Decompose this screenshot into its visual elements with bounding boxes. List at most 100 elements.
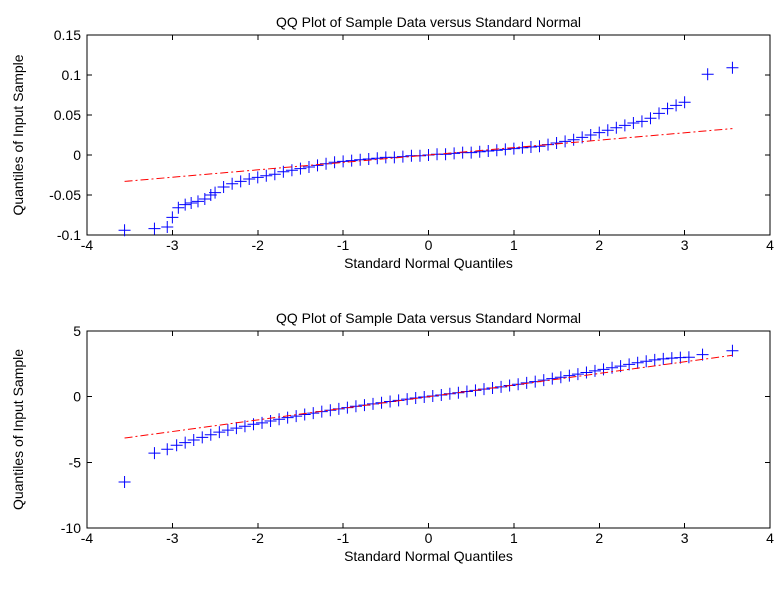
data-point: [726, 61, 739, 74]
data-point: [179, 436, 192, 449]
data-point: [465, 146, 478, 159]
data-point: [260, 169, 273, 182]
data-point: [349, 400, 362, 413]
x-tick-label: 1: [510, 237, 518, 253]
x-tick-label: -1: [337, 237, 350, 253]
data-point: [665, 352, 678, 365]
data-point: [281, 411, 294, 424]
data-point: [217, 181, 230, 193]
data-point: [443, 387, 456, 400]
y-tick-label: 0.15: [54, 27, 81, 43]
x-tick-label: -1: [337, 530, 350, 546]
data-point: [550, 137, 563, 149]
y-axis-label: Quantiles of Input Sample: [10, 349, 26, 510]
x-tick-label: 2: [595, 530, 603, 546]
data-point: [311, 159, 324, 172]
data-point: [179, 198, 192, 211]
chart-panel-1: -4 -3 -2 -1 0 1 2 3 4 -0.1 -0.05 0 0.05 0.1 0.15 QQ Plo…: [10, 14, 774, 271]
data-point: [264, 414, 277, 427]
data-point: [118, 224, 131, 237]
data-point: [354, 153, 367, 166]
data-point: [234, 175, 247, 188]
data-point: [148, 222, 161, 235]
data-point: [597, 363, 610, 376]
data-point: [610, 121, 623, 134]
data-point: [268, 168, 281, 181]
data-point: [601, 124, 614, 137]
data-point: [623, 358, 636, 371]
data-point: [118, 476, 131, 489]
x-axis-label: Standard Normal Quantiles: [344, 548, 513, 564]
data-point: [251, 171, 264, 184]
x-tick-label: 0: [425, 530, 433, 546]
y-tick-label: -10: [61, 520, 81, 536]
chart-title: QQ Plot of Sample Data versus Standard N…: [276, 310, 581, 326]
data-point: [435, 388, 448, 401]
data-point: [618, 119, 631, 132]
data-point: [644, 112, 657, 125]
data-point: [256, 416, 269, 429]
data-point: [635, 115, 648, 128]
data-point: [204, 428, 217, 441]
x-tick-label: 3: [681, 237, 689, 253]
x-tick-label: -3: [166, 237, 179, 253]
data-point: [653, 107, 666, 120]
x-tick-label: -4: [81, 530, 94, 546]
data-point: [161, 221, 174, 233]
data-point: [172, 201, 185, 214]
reference-line: [124, 128, 733, 182]
data-point: [238, 420, 251, 433]
x-tick-label: 4: [766, 237, 774, 253]
data-point: [571, 368, 584, 381]
data-point: [627, 117, 640, 129]
data-point: [362, 153, 375, 165]
data-point: [726, 344, 739, 357]
data-point: [191, 195, 204, 208]
data-point: [588, 364, 601, 377]
data-point: [482, 145, 495, 157]
reference-line: [124, 354, 733, 439]
data-point: [648, 353, 661, 366]
data-point: [593, 126, 606, 139]
data-point: [185, 197, 198, 209]
data-point: [277, 165, 290, 178]
data-point: [507, 142, 520, 155]
data-point: [516, 141, 529, 154]
data-point: [273, 413, 286, 426]
data-point: [196, 431, 209, 444]
data-point: [563, 369, 576, 382]
data-point: [213, 426, 226, 439]
data-point: [473, 145, 486, 158]
data-point: [148, 447, 161, 460]
y-axis-label: Quantiles of Input Sample: [10, 54, 26, 215]
data-point: [332, 402, 345, 415]
data-point: [187, 434, 200, 447]
data-point: [302, 161, 315, 173]
chart-title: QQ Plot of Sample Data versus Standard N…: [276, 14, 581, 30]
data-point: [221, 424, 234, 437]
data-point: [631, 356, 644, 369]
x-tick-label: 2: [595, 237, 603, 253]
data-point: [682, 351, 695, 364]
data-point: [285, 164, 298, 177]
data-point: [701, 68, 714, 81]
y-tick-label: 5: [73, 323, 81, 339]
data-point: [678, 96, 691, 109]
data-point: [696, 348, 709, 361]
data-point: [439, 148, 452, 161]
data-point: [657, 352, 670, 365]
x-axis-label: Standard Normal Quantiles: [344, 255, 513, 271]
y-tick-label: -0.1: [57, 227, 81, 243]
x-tick-label: -3: [166, 530, 179, 546]
x-tick-label: 4: [766, 530, 774, 546]
data-point: [554, 371, 567, 384]
data-point: [290, 410, 303, 423]
data-point: [170, 439, 183, 452]
data-point: [209, 186, 222, 199]
data-point: [490, 144, 503, 157]
data-point: [345, 154, 358, 167]
data-point: [524, 141, 537, 153]
data-point: [559, 135, 572, 148]
